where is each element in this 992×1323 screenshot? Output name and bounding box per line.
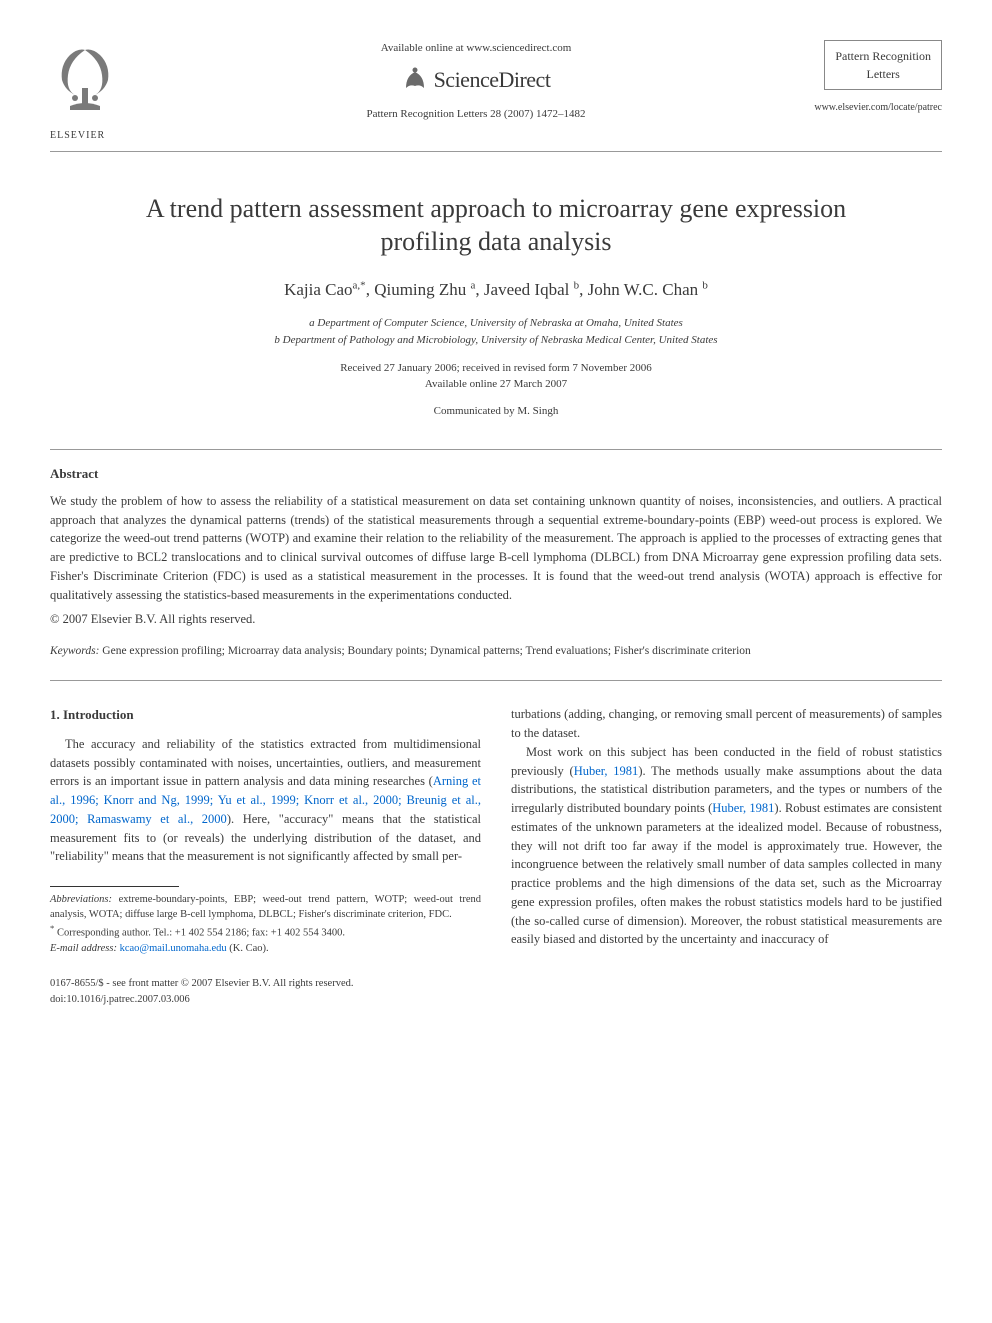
author-4-sup: b bbox=[702, 279, 708, 291]
corr-text: Corresponding author. Tel.: +1 402 554 2… bbox=[54, 928, 345, 939]
header-divider bbox=[50, 151, 942, 152]
journal-url: www.elsevier.com/locate/patrec bbox=[802, 100, 942, 115]
abbrev-label: Abbreviations: bbox=[50, 894, 112, 905]
citation-link-2[interactable]: Huber, 1981 bbox=[574, 764, 639, 778]
journal-reference: Pattern Recognition Letters 28 (2007) 14… bbox=[150, 106, 802, 123]
article-dates: Received 27 January 2006; received in re… bbox=[50, 360, 942, 393]
doi-line: doi:10.1016/j.patrec.2007.03.006 bbox=[50, 992, 481, 1008]
elsevier-tree-icon bbox=[50, 40, 120, 120]
affiliation-b: b Department of Pathology and Microbiolo… bbox=[50, 332, 942, 350]
journal-box-line2: Letters bbox=[835, 65, 931, 83]
affiliation-a: a Department of Computer Science, Univer… bbox=[50, 315, 942, 333]
author-2: , Qiuming Zhu bbox=[366, 280, 467, 299]
intro-paragraph-2: Most work on this subject has been condu… bbox=[511, 743, 942, 949]
intro-p2-text-c: ). Robust estimates are consistent estim… bbox=[511, 801, 942, 946]
email-footnote: E-mail address: kcao@mail.unomaha.edu (K… bbox=[50, 942, 481, 957]
sciencedirect-icon bbox=[402, 66, 428, 92]
email-suffix: (K. Cao). bbox=[227, 943, 269, 954]
header-center: Available online at www.sciencedirect.co… bbox=[150, 40, 802, 122]
abstract-bottom-rule bbox=[50, 680, 942, 681]
keywords-text: Gene expression profiling; Microarray da… bbox=[99, 645, 750, 657]
column-right: turbations (adding, changing, or removin… bbox=[511, 705, 942, 1008]
abstract-top-rule bbox=[50, 449, 942, 450]
elsevier-label: ELSEVIER bbox=[50, 128, 150, 143]
journal-name-box: Pattern Recognition Letters bbox=[824, 40, 942, 90]
intro-p1-continuation: turbations (adding, changing, or removin… bbox=[511, 705, 942, 743]
citation-link-3[interactable]: Huber, 1981 bbox=[712, 801, 774, 815]
footnote-divider bbox=[50, 886, 179, 887]
intro-paragraph-1: The accuracy and reliability of the stat… bbox=[50, 735, 481, 866]
journal-box-line1: Pattern Recognition bbox=[835, 47, 931, 65]
keywords-line: Keywords: Gene expression profiling; Mic… bbox=[50, 643, 942, 660]
author-4: , John W.C. Chan bbox=[579, 280, 698, 299]
communicated-by: Communicated by M. Singh bbox=[50, 403, 942, 420]
bottom-matter: 0167-8655/$ - see front matter © 2007 El… bbox=[50, 976, 481, 1008]
intro-p1-text-a: The accuracy and reliability of the stat… bbox=[50, 737, 481, 789]
article-title: A trend pattern assessment approach to m… bbox=[110, 192, 882, 260]
front-matter-line: 0167-8655/$ - see front matter © 2007 El… bbox=[50, 976, 481, 992]
sciencedirect-text: ScienceDirect bbox=[434, 63, 551, 96]
footnotes: Abbreviations: extreme-boundary-points, … bbox=[50, 893, 481, 956]
email-label: E-mail address: bbox=[50, 943, 117, 954]
column-left: 1. Introduction The accuracy and reliabi… bbox=[50, 705, 481, 1008]
abbreviations-footnote: Abbreviations: extreme-boundary-points, … bbox=[50, 893, 481, 922]
authors-line: Kajia Caoa,*, Qiuming Zhu a, Javeed Iqba… bbox=[50, 277, 942, 303]
email-link[interactable]: kcao@mail.unomaha.edu bbox=[117, 943, 227, 954]
affiliations: a Department of Computer Science, Univer… bbox=[50, 315, 942, 350]
online-date: Available online 27 March 2007 bbox=[50, 376, 942, 393]
sciencedirect-logo: ScienceDirect bbox=[150, 63, 802, 96]
body-columns: 1. Introduction The accuracy and reliabi… bbox=[50, 705, 942, 1008]
abstract-copyright: © 2007 Elsevier B.V. All rights reserved… bbox=[50, 610, 942, 629]
section-1-heading: 1. Introduction bbox=[50, 705, 481, 725]
author-1-sup: a,* bbox=[353, 279, 366, 291]
author-3: , Javeed Iqbal bbox=[475, 280, 569, 299]
abstract-heading: Abstract bbox=[50, 464, 942, 484]
keywords-label: Keywords: bbox=[50, 645, 99, 657]
corresponding-footnote: * Corresponding author. Tel.: +1 402 554… bbox=[50, 922, 481, 941]
elsevier-block: ELSEVIER bbox=[50, 40, 150, 143]
abstract-body: We study the problem of how to assess th… bbox=[50, 492, 942, 605]
received-date: Received 27 January 2006; received in re… bbox=[50, 360, 942, 377]
available-online-text: Available online at www.sciencedirect.co… bbox=[150, 40, 802, 57]
abbrev-text: extreme-boundary-points, EBP; weed-out t… bbox=[50, 894, 481, 920]
author-1: Kajia Cao bbox=[284, 280, 352, 299]
header-right: Pattern Recognition Letters www.elsevier… bbox=[802, 40, 942, 115]
header-row: ELSEVIER Available online at www.science… bbox=[50, 40, 942, 143]
